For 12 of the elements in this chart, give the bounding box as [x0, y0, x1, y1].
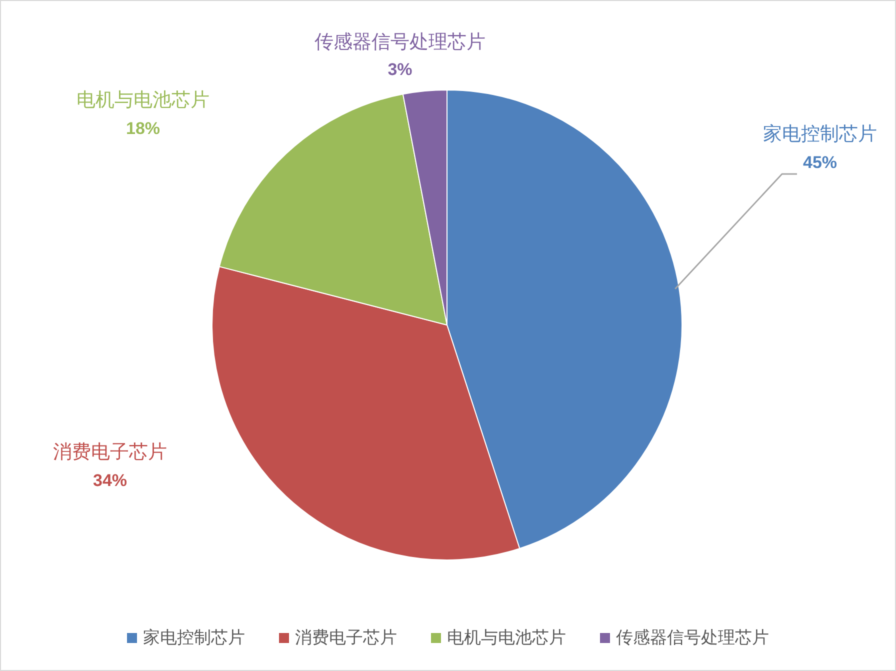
legend-label: 电机与电池芯片 — [447, 628, 566, 648]
legend-label: 消费电子芯片 — [295, 628, 397, 648]
slice-label: 消费电子芯片 — [53, 441, 167, 463]
slice-label: 家电控制芯片 — [763, 123, 877, 145]
data-label: 45% — [802, 153, 838, 172]
data-label: 3% — [388, 60, 412, 79]
data-label: 18% — [126, 119, 160, 138]
data-label: 34% — [92, 471, 128, 490]
slice-label: 传感器信号处理芯片 — [314, 31, 486, 53]
slice-label: 电机与电池芯片 — [76, 89, 210, 111]
legend-label: 家电控制芯片 — [143, 628, 245, 648]
legend-label: 传感器信号处理芯片 — [616, 628, 769, 648]
